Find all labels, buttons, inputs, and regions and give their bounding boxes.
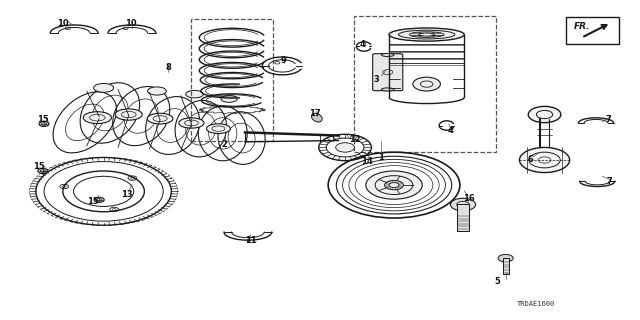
Ellipse shape <box>83 112 111 124</box>
Text: 1: 1 <box>378 153 385 162</box>
Circle shape <box>39 121 49 126</box>
FancyBboxPatch shape <box>457 204 469 230</box>
Text: 17: 17 <box>309 109 321 118</box>
Text: 7: 7 <box>607 178 612 187</box>
Text: TRDAE1600: TRDAE1600 <box>517 300 556 307</box>
Ellipse shape <box>207 124 230 133</box>
Text: 16: 16 <box>463 194 475 203</box>
Text: 10: 10 <box>57 19 68 28</box>
Text: FR.: FR. <box>573 22 590 31</box>
Circle shape <box>38 168 48 173</box>
Circle shape <box>451 198 476 211</box>
Circle shape <box>413 77 440 91</box>
Circle shape <box>498 254 513 262</box>
Ellipse shape <box>312 113 322 122</box>
Text: 9: 9 <box>281 56 287 65</box>
Text: 6: 6 <box>527 156 533 164</box>
Ellipse shape <box>221 95 237 102</box>
Text: 2: 2 <box>221 140 228 149</box>
FancyBboxPatch shape <box>502 258 509 275</box>
Text: 8: 8 <box>165 63 171 72</box>
Text: 3: 3 <box>374 75 380 84</box>
Circle shape <box>385 180 403 190</box>
Circle shape <box>336 143 355 152</box>
Text: 5: 5 <box>494 277 500 286</box>
Ellipse shape <box>179 118 204 128</box>
Circle shape <box>520 148 570 172</box>
Circle shape <box>528 106 561 123</box>
Text: 12: 12 <box>349 135 361 144</box>
Ellipse shape <box>389 28 464 41</box>
Text: 15: 15 <box>33 162 45 172</box>
Text: 4: 4 <box>447 126 453 135</box>
Text: 4: 4 <box>360 40 365 49</box>
Circle shape <box>366 171 422 199</box>
Ellipse shape <box>381 88 394 91</box>
Ellipse shape <box>398 30 455 39</box>
Text: 14: 14 <box>361 157 373 166</box>
FancyBboxPatch shape <box>566 17 619 44</box>
Ellipse shape <box>147 113 173 124</box>
Text: 7: 7 <box>605 115 611 124</box>
Ellipse shape <box>381 53 394 57</box>
Circle shape <box>94 197 104 202</box>
FancyBboxPatch shape <box>372 54 403 91</box>
Text: 13: 13 <box>121 190 132 199</box>
Ellipse shape <box>186 90 204 98</box>
Text: 15: 15 <box>37 115 49 124</box>
Ellipse shape <box>148 87 166 95</box>
Text: 15: 15 <box>87 197 99 206</box>
Ellipse shape <box>93 84 114 92</box>
Text: 10: 10 <box>125 19 136 28</box>
Ellipse shape <box>115 109 142 120</box>
Text: 11: 11 <box>245 236 257 245</box>
